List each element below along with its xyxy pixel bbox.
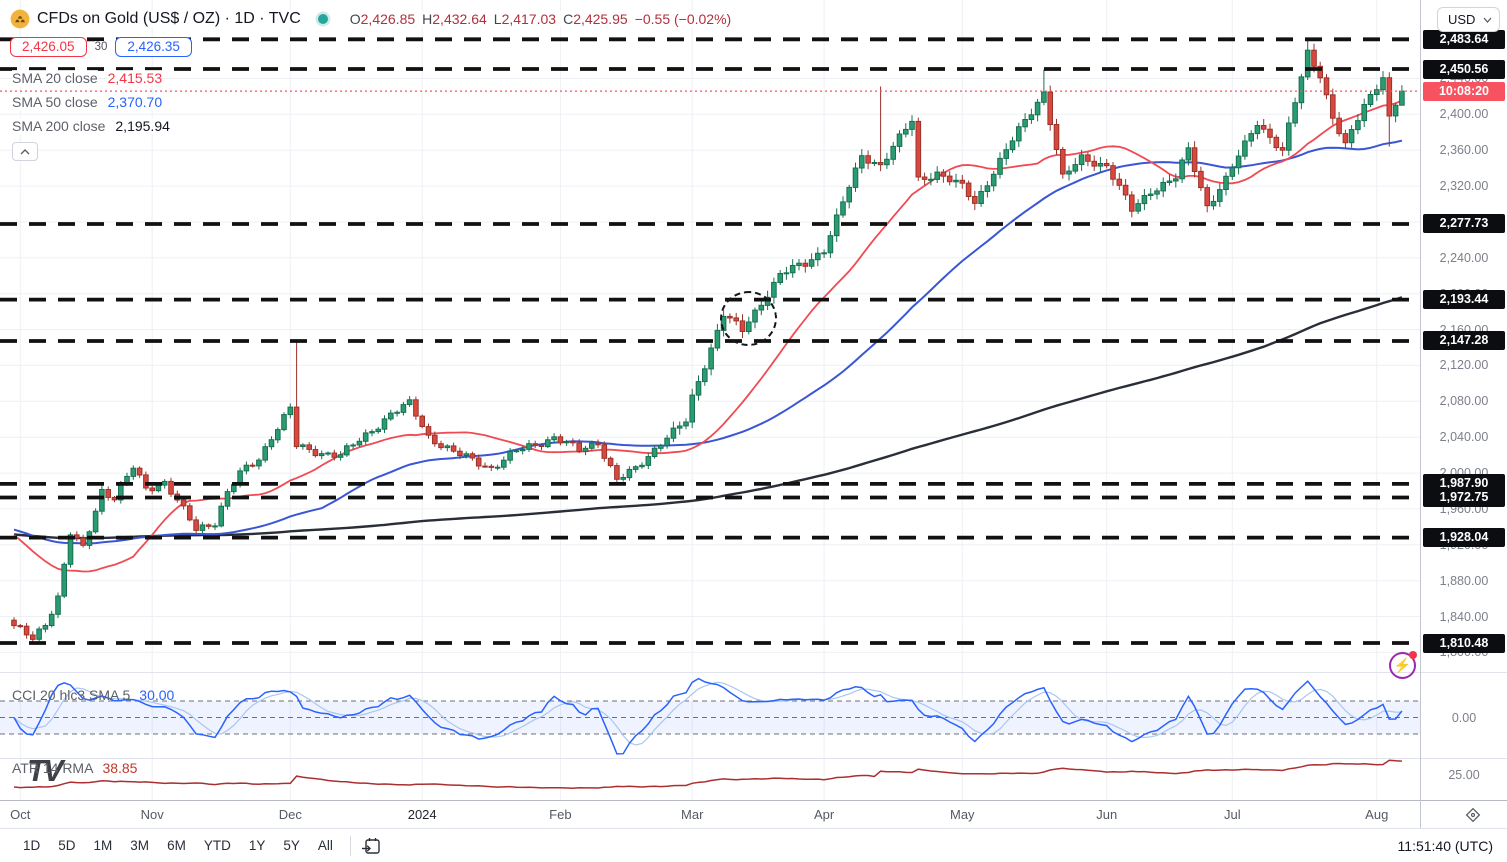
time-axis-label: May: [949, 807, 975, 822]
sma200-value: 2,195.94: [115, 118, 170, 134]
chevron-up-icon: [20, 148, 30, 154]
cci-axis-tick: 0.00: [1451, 711, 1477, 725]
price-tick: 2,320.00: [1439, 179, 1489, 194]
calendar-icon: [361, 838, 380, 854]
sell-price-button[interactable]: 2,426.05: [10, 37, 87, 57]
price-scale-settings-icon[interactable]: [1463, 806, 1483, 824]
legend-row-sma50[interactable]: SMA 50 close 2,370.70: [12, 94, 163, 110]
chart-canvas[interactable]: [0, 0, 1420, 800]
time-axis-label: Apr: [813, 807, 835, 822]
key-level-label: 2,277.73: [1423, 214, 1505, 234]
price-axis[interactable]: USD 10:08:20 0.00 25.00 2,440.002,400.00…: [1421, 0, 1507, 828]
ohlc-key: O: [349, 11, 361, 27]
legend-row-sma20[interactable]: SMA 20 close 2,415.53: [12, 70, 163, 86]
sma50-value: 2,370.70: [107, 94, 163, 110]
spread-value: 30: [94, 41, 108, 53]
tradingview-watermark: TV: [27, 753, 64, 788]
time-axis-label: Oct: [10, 807, 31, 822]
key-level-label: 1,928.04: [1423, 528, 1505, 548]
indicator-legend: SMA 20 close 2,415.53 SMA 50 close 2,370…: [12, 66, 170, 161]
time-axis-label: Jul: [1224, 807, 1241, 822]
key-level-label: 1,972.75: [1423, 487, 1505, 507]
flash-boost-button[interactable]: ⚡: [1389, 651, 1417, 679]
symbol-header: CFDs on Gold (US$ / OZ) · 1D · TVC O2,42…: [10, 8, 732, 30]
time-axis-label: Nov: [140, 807, 164, 822]
atr-value: 38.85: [102, 760, 138, 776]
key-level-label: 2,450.56: [1423, 59, 1505, 79]
price-tick: 2,240.00: [1439, 250, 1489, 265]
price-tick: 2,400.00: [1439, 107, 1489, 122]
range-button-1d[interactable]: 1D: [23, 838, 41, 853]
key-level-label: 2,193.44: [1423, 290, 1505, 310]
price-tick: 2,120.00: [1439, 358, 1489, 373]
range-button-all[interactable]: All: [317, 838, 333, 853]
atr-pane-legend[interactable]: ATR 14 RMA 38.85: [12, 760, 138, 776]
price-tick: 1,880.00: [1439, 573, 1489, 588]
range-buttons: 1D 5D 1M 3M 6M YTD 1Y 5Y All: [14, 835, 342, 856]
time-axis-border: [0, 800, 1507, 801]
range-button-6m[interactable]: 6M: [167, 838, 186, 853]
collapse-legend-button[interactable]: [12, 142, 38, 161]
ohlc-value: 2,417.03: [501, 11, 557, 27]
symbol-title[interactable]: CFDs on Gold (US$ / OZ) · 1D · TVC: [37, 10, 301, 28]
key-level-label: 2,147.28: [1423, 331, 1505, 351]
price-tick: 2,040.00: [1439, 430, 1489, 445]
gold-symbol-icon: [10, 9, 30, 29]
change-value: −0.55 (−0.02%): [634, 11, 732, 27]
range-button-1m[interactable]: 1M: [93, 838, 113, 853]
pane-separator-cci[interactable]: [0, 672, 1507, 673]
time-axis-label: Feb: [549, 807, 572, 822]
ohlc-key: H: [422, 11, 433, 27]
key-level-label: 2,483.64: [1423, 29, 1505, 49]
time-axis-label: Jun: [1096, 807, 1118, 822]
buy-price-button[interactable]: 2,426.35: [115, 37, 192, 57]
bid-ask-row: 2,426.05 30 2,426.35: [10, 37, 192, 57]
time-axis-label: Aug: [1365, 807, 1389, 822]
notification-dot: [1409, 651, 1417, 659]
range-button-5d[interactable]: 5D: [58, 838, 76, 853]
range-button-ytd[interactable]: YTD: [203, 838, 231, 853]
ohlc-value: 2,425.95: [573, 11, 628, 27]
lightning-icon: ⚡: [1393, 657, 1412, 673]
market-status-dot[interactable]: [317, 14, 328, 24]
ohlc-value: 2,432.64: [432, 11, 487, 27]
price-tick: 2,360.00: [1439, 143, 1489, 158]
pane-separator-atr[interactable]: [0, 758, 1507, 759]
toolbar-divider: [349, 835, 351, 856]
price-axis-border: [1420, 0, 1421, 828]
sma20-value: 2,415.53: [107, 70, 163, 86]
ohlc-key: C: [563, 11, 574, 27]
ohlc-key: L: [493, 11, 502, 27]
price-tick: 1,840.00: [1439, 609, 1489, 624]
cci-pane-legend[interactable]: CCI 20 hlc3 SMA 5 30.00: [12, 687, 175, 703]
bar-countdown-label: 10:08:20: [1423, 81, 1505, 101]
ohlc-value: 2,426.85: [360, 11, 416, 27]
ohlc-values: O2,426.85 H2,432.64 L2,417.03 C2,425.95 −0.5…: [349, 11, 732, 27]
bottom-toolbar: 1D 5D 1M 3M 6M YTD 1Y 5Y All 11:51:40 (UTC): [0, 829, 1507, 862]
chevron-down-icon: [1483, 17, 1492, 23]
go-to-date-button[interactable]: [361, 835, 382, 856]
legend-row-sma200[interactable]: SMA 200 close 2,195.94: [12, 118, 170, 134]
range-button-5y[interactable]: 5Y: [283, 838, 300, 853]
time-axis-label: Mar: [681, 807, 704, 822]
utc-clock: 11:51:40 (UTC): [1397, 837, 1493, 854]
currency-dropdown[interactable]: USD: [1437, 7, 1500, 32]
time-axis-label: 2024: [407, 807, 437, 822]
range-button-1y[interactable]: 1Y: [248, 838, 266, 853]
key-level-label: 1,810.48: [1423, 633, 1505, 653]
toolbar-border: [0, 828, 1507, 829]
range-button-3m[interactable]: 3M: [130, 838, 150, 853]
time-axis[interactable]: Oct Nov Dec 2024 Feb Mar Apr May Jun Jul Aug: [0, 801, 1420, 828]
cci-value: 30.00: [139, 687, 175, 703]
time-axis-label: Dec: [278, 807, 302, 822]
atr-axis-tick: 25.00: [1448, 768, 1480, 782]
price-tick: 2,080.00: [1439, 394, 1489, 409]
